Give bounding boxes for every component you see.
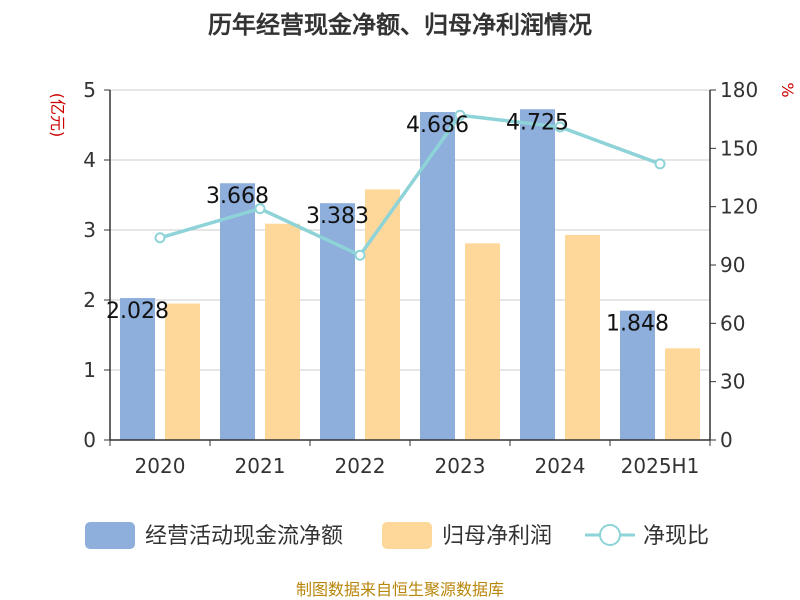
left-tick-label: 2 [83, 288, 96, 312]
legend-label-cashflow: 经营活动现金流净额 [145, 524, 343, 549]
profit-bar [665, 348, 700, 440]
cashflow-bar [220, 183, 255, 441]
right-tick-label: 120 [720, 195, 758, 219]
bar-data-label: 4.686 [406, 113, 469, 138]
legend: 经营活动现金流净额 归母净利润 净现比 [85, 522, 709, 549]
ratio-point [554, 121, 566, 133]
legend-swatch-cashflow [85, 522, 135, 549]
left-tick-label: 0 [83, 428, 96, 452]
bar-data-label: 2.028 [106, 299, 169, 324]
x-tick-label: 2025H1 [621, 454, 700, 478]
legend-label-profit: 归母净利润 [442, 524, 552, 549]
right-tick-label: 180 [720, 78, 758, 102]
profit-bar [565, 234, 600, 440]
grid-lines [110, 89, 710, 371]
left-axis-unit: (亿元) [48, 93, 67, 138]
axes [104, 89, 716, 446]
profit-bar [365, 189, 400, 440]
cashflow-bar [520, 109, 555, 440]
right-tick-label: 150 [720, 136, 758, 160]
legend-swatch-profit [382, 522, 432, 549]
ratio-point [254, 203, 266, 215]
ratio-point [154, 232, 166, 244]
ratio-line [154, 109, 666, 261]
x-tick-label: 2022 [335, 454, 386, 478]
cashflow-bar [420, 111, 455, 440]
ratio-line-path [159, 113, 661, 258]
cashflow-bar [320, 203, 355, 440]
left-tick-label: 3 [83, 218, 96, 242]
data-labels: 2.028 3.668 3.383 4.686 4.725 1.848 [106, 110, 669, 336]
legend-label-ratio: 净现比 [643, 524, 709, 549]
cashflow-bar [120, 298, 155, 440]
x-tick-label: 2021 [235, 454, 286, 478]
right-tick-label: 90 [720, 253, 745, 277]
bar-data-label: 4.725 [506, 110, 569, 135]
x-tick-label: 2020 [135, 454, 186, 478]
right-axis-unit: % [778, 82, 797, 97]
source-note: 制图数据来自恒生聚源数据库 [296, 580, 504, 599]
profit-bar [465, 243, 500, 440]
ratio-point [654, 158, 666, 170]
chart-title: 历年经营现金净额、归母净利润情况 [208, 11, 592, 39]
cashflow-bar [620, 310, 655, 440]
left-tick-label: 1 [83, 358, 96, 382]
tick-labels: 0 1 2 3 4 5 0 30 60 90 120 150 180 2020 2021 2022 2023 20… [83, 78, 758, 478]
bar-data-label: 3.383 [306, 204, 369, 229]
ratio-point [354, 249, 366, 261]
x-tick-label: 2024 [535, 454, 586, 478]
profit-bar [265, 223, 300, 440]
bars [120, 109, 700, 441]
right-tick-label: 0 [720, 428, 733, 452]
right-tick-label: 30 [720, 370, 745, 394]
profit-bar [165, 303, 200, 440]
right-tick-label: 60 [720, 311, 745, 335]
left-tick-label: 5 [83, 78, 96, 102]
ratio-point [454, 109, 466, 121]
bar-data-label: 3.668 [206, 184, 269, 209]
left-tick-label: 4 [83, 148, 96, 172]
bar-data-label: 1.848 [606, 312, 669, 337]
x-tick-label: 2023 [435, 454, 486, 478]
legend-swatch-ratio-marker [599, 524, 621, 546]
